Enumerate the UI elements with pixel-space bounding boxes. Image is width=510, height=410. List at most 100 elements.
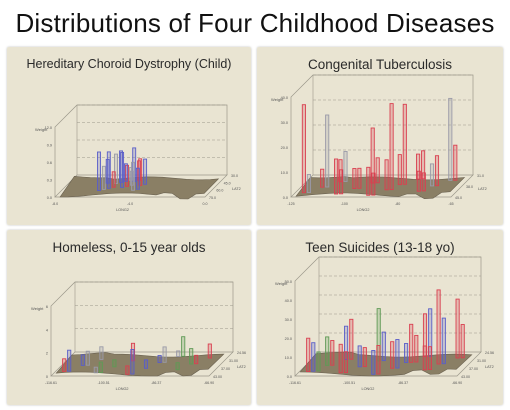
bar <box>97 151 101 191</box>
bar <box>436 289 441 365</box>
panel-background <box>7 47 251 225</box>
bar <box>343 151 348 182</box>
x-tick-label: 45.0 <box>455 196 462 200</box>
z-tick-label: 2 <box>46 352 48 356</box>
bar <box>357 345 362 368</box>
z-tick-label: 30.0 <box>285 318 292 322</box>
bar <box>422 345 427 371</box>
x-tick-label: 43.00 <box>461 375 470 379</box>
z-tick-label: 20.0 <box>281 146 288 150</box>
z-tick-label: 0.9 <box>47 144 52 148</box>
page-title: Distributions of Four Childhood Diseases <box>15 8 495 38</box>
y-axis-label: LONG2 <box>361 387 374 391</box>
z-tick-label: 0.0 <box>283 196 288 200</box>
bar <box>404 343 409 363</box>
y-tick-label: -86.37 <box>398 381 408 385</box>
bar <box>344 325 349 360</box>
bar <box>316 351 321 372</box>
bar <box>85 350 90 366</box>
z-tick-label: 12.0 <box>45 126 52 130</box>
z-axis-label: Weight <box>275 281 288 286</box>
panel-background <box>257 47 503 225</box>
bar <box>67 349 72 372</box>
bar <box>427 346 432 370</box>
y-axis-label: LONG2 <box>357 208 370 212</box>
bar <box>389 103 394 191</box>
bar <box>448 97 453 181</box>
x-tick-label: 30.0 <box>231 174 238 178</box>
y-tick-label: -125 <box>287 202 294 206</box>
bar <box>434 155 440 187</box>
bar <box>311 342 316 372</box>
bar <box>421 150 426 180</box>
bar <box>429 163 435 187</box>
x-tick-label: 43.00 <box>213 375 222 379</box>
bar <box>414 334 419 363</box>
bar <box>320 168 325 188</box>
map-surface <box>299 351 473 377</box>
y-tick-label: -100.51 <box>98 381 110 385</box>
bar <box>366 166 371 196</box>
bar <box>130 342 136 362</box>
y-tick-label: -116.61 <box>45 381 57 385</box>
x-axis-label: LAT2 <box>478 187 487 191</box>
bar <box>112 359 117 368</box>
bar <box>143 158 148 185</box>
bar <box>422 313 428 358</box>
x-tick-label: 24.56 <box>485 351 494 355</box>
bar <box>123 163 128 182</box>
z-tick-label: 4 <box>46 328 48 332</box>
y-tick-label: -80 <box>395 202 400 206</box>
y-tick-label: -100 <box>341 202 348 206</box>
bar <box>370 127 375 184</box>
z-axis-label: Weight <box>35 127 48 132</box>
bar <box>143 359 149 369</box>
bar <box>157 355 162 363</box>
bar <box>362 347 367 368</box>
z-tick-label: 0 <box>46 375 48 379</box>
y-tick-label: -66.90 <box>204 381 214 385</box>
bar <box>162 346 167 363</box>
bar <box>99 346 104 360</box>
y-tick-label: -8.0 <box>52 202 58 206</box>
x-tick-label: 24.56 <box>237 351 246 355</box>
bar <box>325 114 330 188</box>
bar <box>119 150 123 183</box>
z-tick-label: 20.0 <box>285 337 292 341</box>
bar <box>343 351 348 374</box>
bar-series <box>62 336 212 375</box>
bar <box>301 104 306 194</box>
z-axis-label: Weight <box>271 97 284 102</box>
bar <box>371 350 376 375</box>
z-tick-label: 0.0 <box>47 196 52 200</box>
chart-title: Hereditary Choroid Dystrophy (Child) <box>26 57 232 71</box>
bar-series <box>306 289 465 375</box>
z-tick-label: 40.0 <box>281 96 288 100</box>
z-tick-label: 0.0 <box>287 375 292 379</box>
bar <box>460 324 465 359</box>
bar <box>111 171 116 188</box>
bar <box>376 308 381 362</box>
bar <box>135 167 140 190</box>
bar <box>402 103 407 185</box>
bar <box>395 339 400 369</box>
bar <box>371 172 376 196</box>
bar <box>114 153 118 184</box>
bar <box>397 154 402 186</box>
bar <box>306 174 311 193</box>
bar-series <box>97 147 148 191</box>
axis-floor <box>54 174 228 198</box>
z-tick-label: 6 <box>46 305 48 309</box>
chart-title: Homeless, 0-15 year olds <box>52 240 206 255</box>
bar <box>428 308 433 357</box>
z-tick-label: 10.0 <box>285 356 292 360</box>
chart-panel-homeless: 0 2 4 6 Weight -116.61 -100.51 -86.37 -66.90 LONG… <box>7 230 251 405</box>
bar <box>207 343 212 359</box>
y-tick-label: -66.90 <box>452 381 462 385</box>
bar <box>105 158 110 184</box>
x-tick-label: 45.0 <box>224 181 231 185</box>
